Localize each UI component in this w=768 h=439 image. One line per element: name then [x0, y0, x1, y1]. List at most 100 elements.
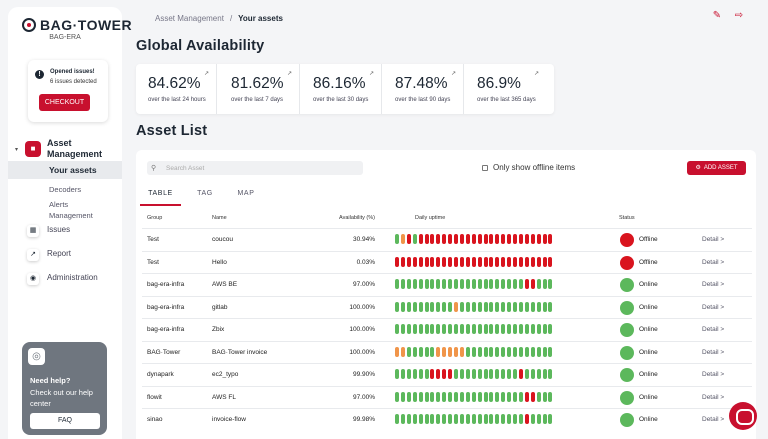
uptime-bar[interactable]: [436, 324, 441, 334]
uptime-bar[interactable]: [477, 256, 482, 267]
uptime-bar[interactable]: [424, 234, 429, 244]
uptime-bar[interactable]: [548, 391, 553, 402]
uptime-bar[interactable]: [412, 256, 417, 267]
uptime-bar[interactable]: [530, 301, 535, 312]
uptime-bar[interactable]: [542, 301, 547, 312]
uptime-bar[interactable]: [424, 256, 429, 267]
uptime-bar[interactable]: [530, 324, 535, 334]
uptime-bar[interactable]: [501, 301, 506, 312]
uptime-bar[interactable]: [518, 279, 523, 289]
uptime-bar[interactable]: [483, 234, 488, 244]
user-edit-icon[interactable]: ✎: [712, 10, 722, 21]
uptime-bar[interactable]: [489, 324, 494, 334]
uptime-bar[interactable]: [465, 301, 470, 312]
uptime-bar[interactable]: [495, 301, 500, 312]
uptime-bar[interactable]: [495, 234, 500, 244]
uptime-bar[interactable]: [395, 301, 399, 312]
uptime-bar[interactable]: [418, 414, 423, 424]
uptime-bar[interactable]: [530, 234, 535, 244]
sidebar-item-asset-management[interactable]: ▾ ■ Asset Management: [8, 137, 122, 159]
uptime-bar[interactable]: [542, 234, 547, 244]
uptime-bar[interactable]: [483, 414, 488, 424]
uptime-bar[interactable]: [548, 279, 553, 289]
table-row[interactable]: bag-era-infra Zbix 100.00% Online Detail >: [142, 318, 752, 341]
availability-card[interactable]: 86.16% over the last 30 days ↗: [301, 64, 382, 114]
table-row[interactable]: BAG·Tower BAG·Tower invoice 100.00% Online D…: [142, 340, 752, 364]
uptime-bar[interactable]: [454, 324, 458, 334]
uptime-bar[interactable]: [513, 234, 517, 244]
uptime-bar[interactable]: [400, 301, 405, 312]
uptime-bar[interactable]: [489, 301, 494, 312]
uptime-bar[interactable]: [395, 256, 399, 267]
tab-table[interactable]: TABLE: [140, 186, 181, 206]
uptime-bar[interactable]: [518, 391, 523, 402]
uptime-bar[interactable]: [524, 346, 529, 357]
uptime-bar[interactable]: [530, 369, 535, 379]
sidebar-item-issues[interactable]: ▦ Issues: [8, 221, 122, 243]
table-row[interactable]: sinao invoice-flow 99.98% Online Detail >: [142, 408, 752, 431]
uptime-bar[interactable]: [424, 414, 429, 424]
uptime-bar[interactable]: [430, 346, 435, 357]
uptime-bar[interactable]: [395, 391, 399, 402]
uptime-bar[interactable]: [454, 391, 458, 402]
uptime-bar[interactable]: [465, 279, 470, 289]
uptime-bar[interactable]: [406, 234, 411, 244]
uptime-bar[interactable]: [548, 346, 553, 357]
uptime-bar[interactable]: [418, 234, 423, 244]
logout-icon[interactable]: ⇨: [734, 10, 744, 21]
uptime-bar[interactable]: [507, 369, 512, 379]
availability-card[interactable]: 86.9% over the last 365 days ↗: [465, 64, 546, 114]
uptime-bar[interactable]: [495, 414, 500, 424]
uptime-bar[interactable]: [483, 369, 488, 379]
uptime-bar[interactable]: [495, 279, 500, 289]
external-link-icon[interactable]: ↗: [450, 71, 456, 77]
uptime-bar[interactable]: [395, 234, 399, 244]
uptime-bar[interactable]: [483, 324, 488, 334]
uptime-bar[interactable]: [513, 324, 517, 334]
uptime-bar[interactable]: [477, 346, 482, 357]
column-header-availability[interactable]: Availability (%): [339, 215, 375, 221]
uptime-bar[interactable]: [542, 324, 547, 334]
table-row[interactable]: bag-era-infra gitlab 100.00% Online Detail >: [142, 295, 752, 319]
uptime-bar[interactable]: [400, 414, 405, 424]
uptime-bar[interactable]: [477, 234, 482, 244]
uptime-bar[interactable]: [471, 234, 476, 244]
column-header-status[interactable]: Status: [619, 215, 635, 221]
uptime-bar[interactable]: [507, 256, 512, 267]
uptime-bar[interactable]: [395, 346, 399, 357]
logo[interactable]: BAG·TOWER: [22, 17, 132, 33]
uptime-bar[interactable]: [418, 346, 423, 357]
uptime-bar[interactable]: [507, 301, 512, 312]
uptime-bar[interactable]: [436, 391, 441, 402]
table-row[interactable]: bag-era-infra AWS BE 97.00% Online Detail >: [142, 273, 752, 296]
uptime-bar[interactable]: [448, 234, 453, 244]
external-link-icon[interactable]: ↗: [533, 71, 539, 77]
uptime-bar[interactable]: [430, 414, 435, 424]
breadcrumb-parent[interactable]: Asset Management: [155, 14, 224, 23]
uptime-bar[interactable]: [507, 346, 512, 357]
uptime-bar[interactable]: [448, 391, 453, 402]
detail-link[interactable]: Detail >: [702, 393, 725, 401]
chevron-down-icon[interactable]: ▾: [15, 147, 19, 153]
sidebar-subitem-decoders[interactable]: Decoders: [49, 185, 82, 194]
uptime-bar[interactable]: [465, 414, 470, 424]
uptime-bar[interactable]: [489, 256, 494, 267]
uptime-bar[interactable]: [454, 279, 458, 289]
faq-button[interactable]: FAQ: [30, 413, 100, 429]
uptime-bar[interactable]: [436, 346, 441, 357]
uptime-bar[interactable]: [442, 369, 447, 379]
table-row[interactable]: dynapark ec2_typo 99.90% Online Detail >: [142, 363, 752, 386]
uptime-bar[interactable]: [495, 391, 500, 402]
uptime-bar[interactable]: [448, 346, 453, 357]
detail-link[interactable]: Detail >: [702, 258, 725, 266]
uptime-bar[interactable]: [430, 391, 435, 402]
uptime-bar[interactable]: [536, 324, 541, 334]
uptime-bar[interactable]: [536, 256, 541, 267]
external-link-icon[interactable]: ↗: [203, 71, 209, 77]
uptime-bar[interactable]: [507, 324, 512, 334]
uptime-bar[interactable]: [548, 414, 553, 424]
uptime-bar[interactable]: [548, 234, 553, 244]
uptime-bar[interactable]: [518, 234, 523, 244]
uptime-bar[interactable]: [436, 256, 441, 267]
uptime-bar[interactable]: [412, 346, 417, 357]
